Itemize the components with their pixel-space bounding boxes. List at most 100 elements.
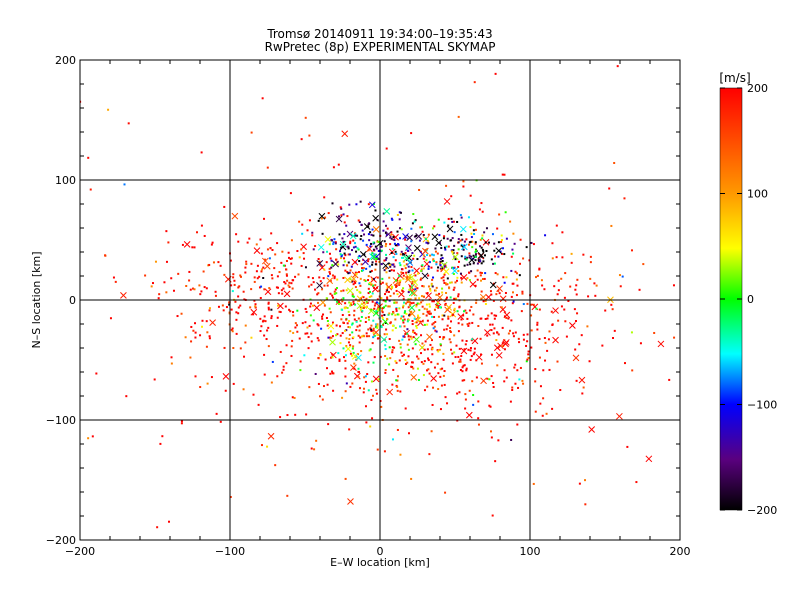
data-point (449, 330, 452, 333)
data-point (380, 245, 383, 248)
data-point (278, 271, 281, 274)
data-point (224, 389, 227, 392)
data-point (441, 367, 444, 370)
data-point (400, 315, 403, 318)
data-point (290, 239, 293, 242)
data-point (454, 281, 457, 284)
data-point (288, 286, 291, 289)
data-point (201, 325, 204, 328)
data-point (460, 233, 463, 236)
data-point (517, 386, 520, 389)
data-point (367, 203, 370, 206)
data-point (322, 385, 325, 388)
data-point (202, 270, 205, 273)
data-point (443, 246, 446, 249)
data-point (446, 237, 449, 240)
data-point (342, 264, 345, 267)
data-point (519, 262, 522, 265)
data-point (437, 315, 440, 318)
data-point (395, 282, 398, 285)
data-point-cross (616, 412, 623, 420)
data-point (443, 370, 446, 373)
data-point (411, 280, 414, 283)
data-point (518, 378, 521, 381)
data-point (422, 374, 425, 377)
data-point (87, 156, 90, 159)
data-point (441, 318, 444, 321)
data-point (426, 242, 429, 245)
data-point (335, 248, 338, 251)
data-point (286, 414, 289, 417)
data-point (394, 326, 397, 329)
data-point (401, 338, 404, 341)
data-point (391, 349, 394, 352)
data-point (307, 336, 310, 339)
data-point (298, 220, 301, 223)
data-point (466, 323, 469, 326)
data-point (444, 282, 447, 285)
data-point (329, 257, 332, 260)
data-point (165, 291, 168, 294)
data-point (277, 304, 280, 307)
data-point (437, 266, 440, 269)
data-point (520, 310, 523, 313)
data-point (283, 281, 286, 284)
data-point (384, 321, 387, 324)
data-point (457, 330, 460, 333)
data-point (347, 326, 350, 329)
data-point (347, 261, 350, 264)
data-point (348, 320, 351, 323)
data-point (509, 400, 512, 403)
data-point-cross (267, 432, 275, 440)
data-point (631, 369, 634, 372)
data-point (309, 302, 312, 305)
data-point (239, 347, 242, 350)
data-point (376, 298, 379, 301)
data-point (237, 312, 240, 315)
data-point (287, 256, 290, 259)
data-point (365, 332, 368, 335)
data-point (400, 211, 403, 214)
data-point (521, 290, 524, 293)
data-point (635, 481, 638, 484)
data-point (390, 217, 393, 220)
data-point (211, 241, 214, 244)
data-point (339, 257, 342, 260)
data-point (194, 375, 197, 378)
data-point (478, 208, 481, 211)
data-point (367, 389, 370, 392)
data-point-cross (382, 262, 390, 270)
data-point (200, 290, 203, 293)
data-point (331, 335, 334, 338)
data-point (510, 319, 513, 322)
data-point (451, 250, 454, 253)
data-point (512, 232, 515, 235)
data-point (575, 293, 578, 296)
data-point (109, 317, 112, 320)
data-point (322, 251, 325, 254)
data-point (474, 241, 477, 244)
data-point (310, 447, 313, 450)
data-point (332, 241, 335, 244)
data-point (176, 315, 179, 318)
data-point-cross (263, 262, 271, 270)
data-point (369, 245, 372, 248)
data-point (453, 286, 456, 289)
data-point (521, 292, 524, 295)
data-point (394, 318, 397, 321)
data-point (515, 278, 518, 281)
data-point (415, 303, 418, 306)
data-point (349, 304, 352, 307)
data-point (444, 396, 447, 399)
data-point (410, 265, 413, 268)
data-point (190, 325, 193, 328)
data-point (519, 366, 522, 369)
data-point (385, 282, 388, 285)
data-point (536, 321, 539, 324)
data-point (349, 385, 352, 388)
data-point (388, 299, 391, 302)
data-point (462, 180, 465, 183)
data-point (492, 385, 495, 388)
data-point (443, 265, 446, 268)
data-point (475, 301, 478, 304)
